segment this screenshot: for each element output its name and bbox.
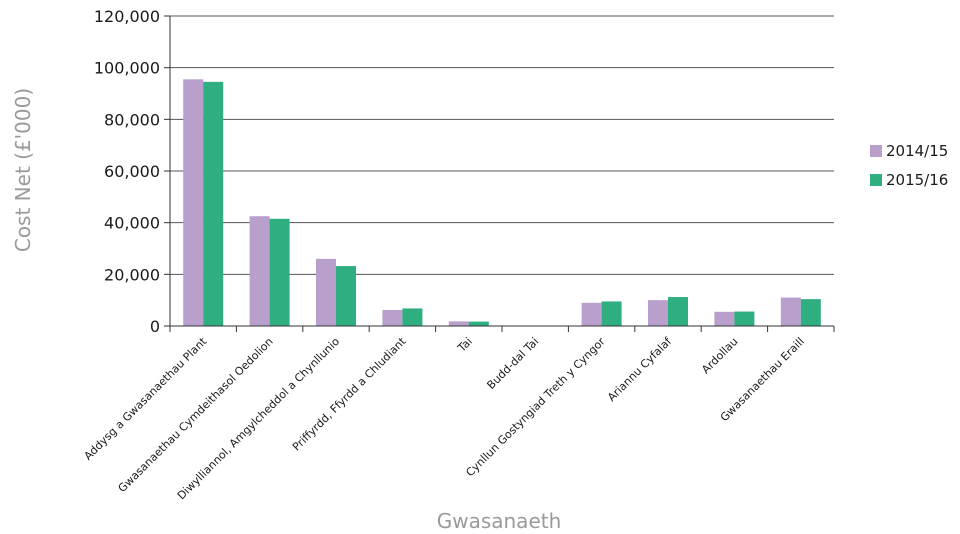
y-tick-label: 40,000	[104, 214, 160, 233]
bar-2014-15-3	[382, 309, 403, 326]
y-axis-ticks: 0 20,000 40,000 60,000 80,000 100,000 120,000	[94, 7, 170, 336]
bar-2015-16-3	[402, 308, 423, 326]
bar-2014-15-1	[249, 216, 270, 326]
x-axis-title: Gwasanaeth	[437, 509, 562, 533]
y-tick-label: 20,000	[104, 265, 160, 284]
legend-swatch	[870, 145, 882, 157]
bar-2015-16-4	[468, 321, 489, 326]
y-tick-label: 0	[150, 317, 160, 336]
x-category-label: Cynllun Gostyngiad Treth y Cyngor	[463, 335, 608, 480]
bar-2014-15-7	[648, 300, 668, 326]
bar-2015-16-6	[601, 301, 622, 326]
y-tick-label: 100,000	[94, 59, 160, 78]
x-category-label: Ardollau	[699, 335, 740, 376]
y-axis-title: Cost Net (£'000)	[11, 88, 35, 252]
bar-2014-15-0	[183, 79, 204, 327]
y-tick-label: 80,000	[104, 110, 160, 129]
bar-2015-16-7	[668, 297, 688, 326]
bar-2014-15-6	[581, 302, 602, 326]
legend-swatch	[870, 174, 882, 186]
bar-2015-16-2	[336, 266, 356, 326]
bar-2015-16-9	[800, 299, 821, 326]
bar-2015-16-8	[734, 311, 755, 326]
bar-2014-15-8	[714, 311, 735, 326]
x-axis-ticks: Addysg a Gwasanaethau PlantGwasanaethau …	[82, 326, 835, 502]
x-category-label: Tai	[455, 335, 475, 355]
legend: 2014/15 2015/16	[870, 142, 948, 189]
x-category-label: Budd-dal Tai	[484, 335, 541, 392]
y-tick-label: 60,000	[104, 162, 160, 181]
legend-label: 2015/16	[886, 171, 948, 189]
bar-2015-16-0	[203, 81, 224, 326]
bars	[183, 79, 821, 327]
x-category-label: Priffyrdd, Ffyrdd a Chludiant	[290, 334, 409, 453]
x-category-label: Addysg a Gwasanaethau Plant	[82, 334, 210, 462]
x-category-label: Ariannu Cyfalaf	[605, 334, 675, 404]
legend-label: 2014/15	[886, 142, 948, 160]
bar-2014-15-2	[316, 258, 336, 326]
bar-2014-15-9	[780, 297, 801, 326]
bar-2015-16-1	[269, 218, 290, 326]
bar-2014-15-4	[448, 321, 469, 326]
y-tick-label: 120,000	[94, 7, 160, 26]
